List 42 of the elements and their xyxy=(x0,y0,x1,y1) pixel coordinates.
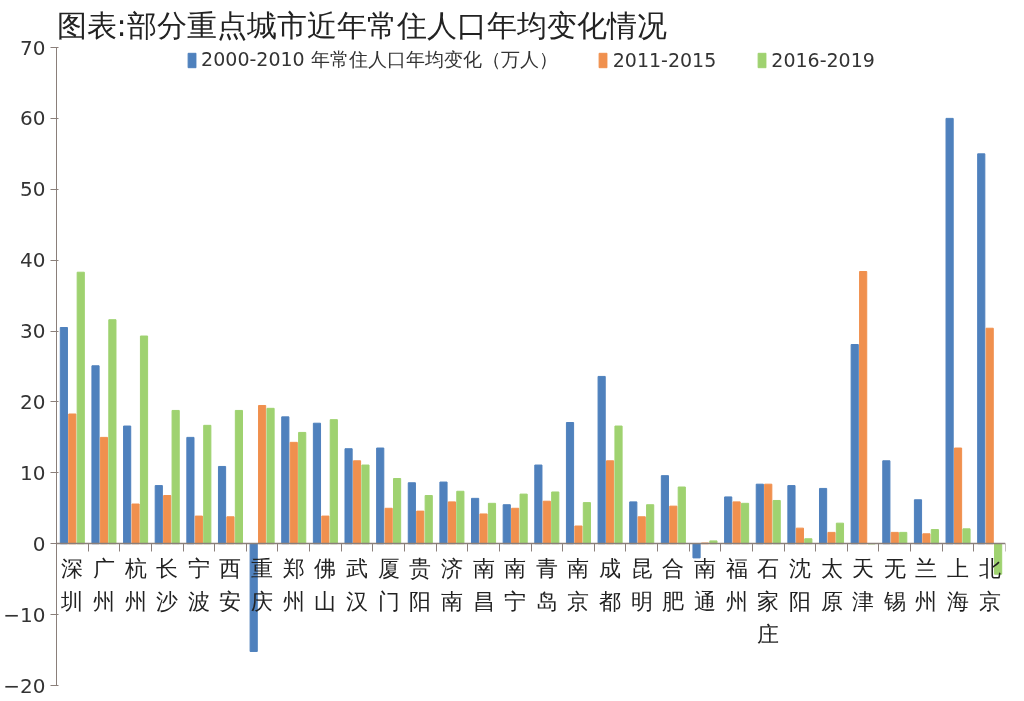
legend-label: 2000-2010 年常住人口年均变化（万人） xyxy=(201,47,558,72)
y-tick-label: 50 xyxy=(20,177,46,202)
x-tick-label: 南京 xyxy=(567,555,590,614)
x-tick-label: 深圳 xyxy=(60,555,84,614)
y-tick-label: −20 xyxy=(3,673,46,698)
x-tick-label: 成都 xyxy=(599,555,622,614)
x-tick-label: 无锡 xyxy=(882,555,906,614)
legend-label: 2016-2019 xyxy=(771,49,875,71)
x-tick-label: 沈阳 xyxy=(788,555,811,614)
x-tick-label: 福州 xyxy=(725,555,748,614)
x-tick-label: 昆明 xyxy=(630,555,653,614)
y-tick-label: 60 xyxy=(20,106,46,131)
y-tick-label: 70 xyxy=(20,35,46,60)
x-tick-label: 厦门 xyxy=(377,555,400,614)
x-tick-label: 贵阳 xyxy=(409,555,432,614)
x-tick-label: 广州 xyxy=(92,555,115,614)
y-tick-label: 0 xyxy=(32,531,46,556)
x-tick-label: 宁波 xyxy=(187,555,210,614)
x-tick-label: 长沙 xyxy=(156,555,179,614)
y-tick-label: −10 xyxy=(3,602,46,627)
x-tick-label: 上海 xyxy=(947,555,970,614)
y-tick-label: 10 xyxy=(20,460,46,485)
x-tick-label: 太原 xyxy=(820,555,843,614)
x-tick-label: 郑州 xyxy=(282,555,305,614)
x-tick-label: 天津 xyxy=(852,555,875,614)
x-tick-label: 南昌 xyxy=(472,555,495,614)
x-tick-label: 石家庄 xyxy=(757,555,780,647)
y-tick-label: 40 xyxy=(20,248,46,273)
x-tick-label: 兰州 xyxy=(915,555,938,614)
y-tick-label: 30 xyxy=(20,319,46,344)
legend-label: 2011-2015 xyxy=(612,49,717,71)
chart-title: 图表:部分重点城市近年常住人口年均变化情况 xyxy=(56,7,667,43)
x-tick-label: 杭州 xyxy=(123,555,147,614)
x-tick-label: 济南 xyxy=(440,555,463,614)
x-tick-label: 西安 xyxy=(219,555,242,614)
x-tick-label: 南宁 xyxy=(504,555,527,614)
x-tick-label: 青岛 xyxy=(535,555,558,614)
x-tick-label: 佛山 xyxy=(314,555,337,614)
y-tick-label: 20 xyxy=(20,389,46,414)
x-tick-label: 南通 xyxy=(693,555,716,614)
x-tick-label: 合肥 xyxy=(662,555,685,614)
x-tick-label: 武汉 xyxy=(346,555,369,614)
